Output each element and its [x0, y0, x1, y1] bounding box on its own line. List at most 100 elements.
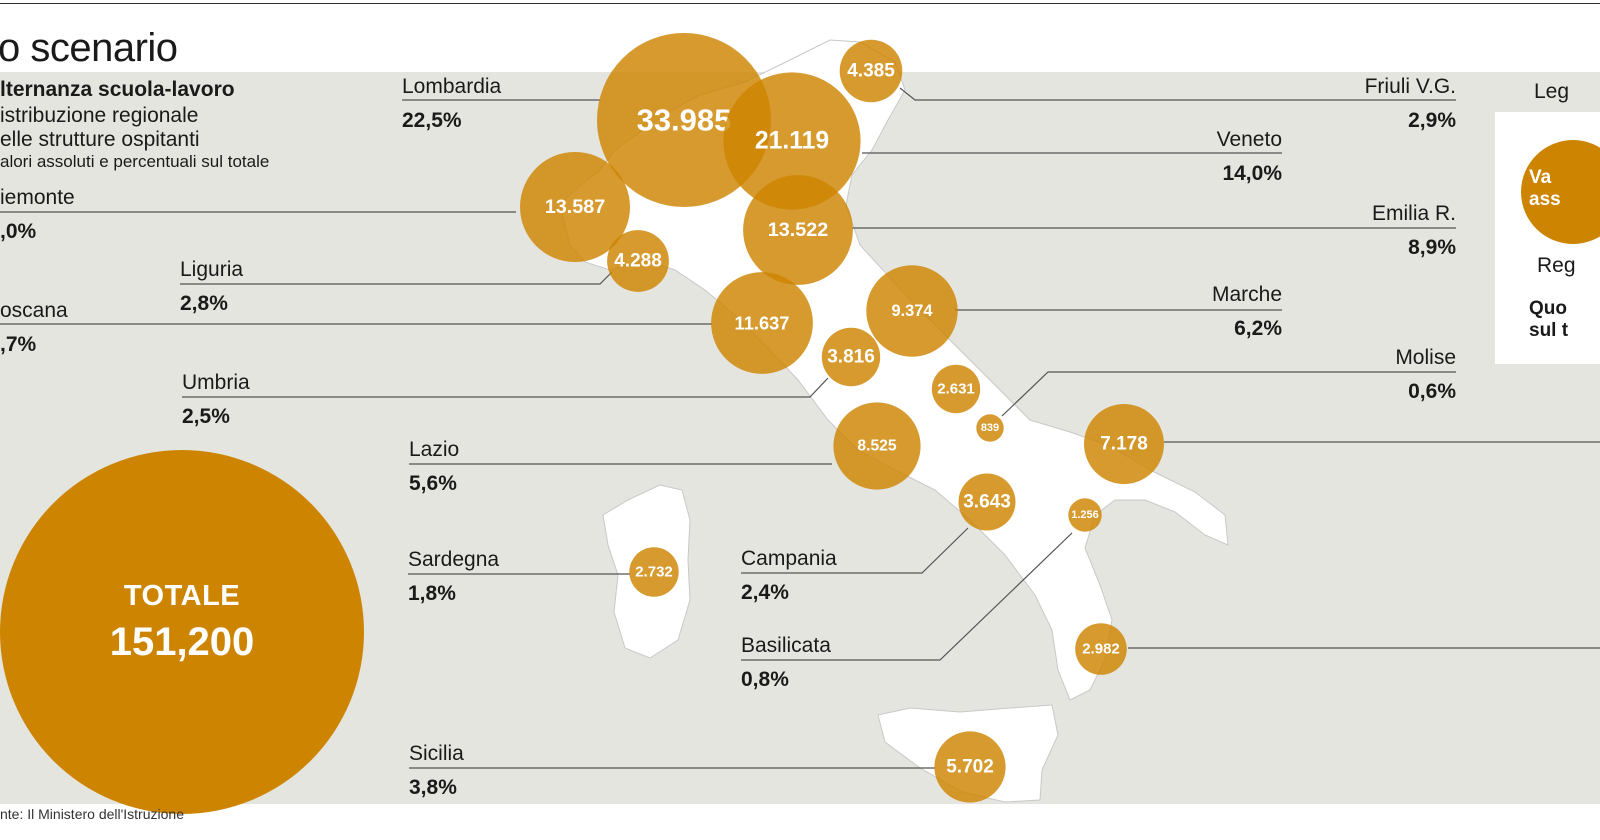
region-name-campania: Campania: [741, 547, 837, 570]
subtitle-line-3: elle strutture ospitanti: [0, 128, 200, 151]
total-circle: [0, 450, 364, 814]
total-bubble: TOTALE 151,200: [0, 450, 364, 814]
legend-bubble-line1: Va: [1529, 167, 1552, 188]
region-label-piemonte: iemonte ,0%: [0, 186, 75, 244]
bubble-value-veneto: 21.119: [755, 128, 829, 155]
leader-line-basilicata: [741, 532, 1073, 661]
bubble-lazio: [833, 402, 921, 490]
leader-line-friuli: [899, 87, 1456, 101]
region-label-liguria: Liguria 2,8%: [180, 258, 243, 316]
region-pct-molise: 0,6%: [1408, 380, 1456, 403]
region-name-basilicata: Basilicata: [741, 634, 831, 657]
region-pct-liguria: 2,8%: [180, 292, 228, 315]
region-label-veneto: Veneto 14,0%: [1217, 128, 1282, 186]
region-bubbles: 33.985 21.119 4.385 13.587 13.522 4.288 11.637…: [520, 33, 1164, 803]
region-pct-lombardia: 22,5%: [402, 109, 462, 132]
legend-bubble-text: Va ass: [1529, 167, 1561, 211]
bubble-abruzzo: [931, 364, 981, 414]
bubble-value-umbria: 3.816: [827, 347, 875, 368]
bubble-emilia: [743, 175, 853, 285]
region-label-molise: Molise 0,6%: [1395, 346, 1456, 404]
top-rule: [0, 3, 1600, 4]
region-label-sardegna: Sardegna 1,8%: [408, 548, 499, 606]
bubble-veneto: [723, 72, 861, 210]
leader-line-molise: [1001, 371, 1456, 417]
total-value: 151,200: [109, 620, 255, 664]
leader-line-umbria: [182, 377, 829, 398]
region-label-basilicata: Basilicata 0,8%: [741, 634, 831, 692]
subtitle-line-4: alori assoluti e percentuali sul totale: [0, 152, 270, 171]
leader-line-liguria: [180, 271, 613, 285]
region-pct-friuli: 2,9%: [1408, 109, 1456, 132]
bubble-value-campania: 3.643: [963, 492, 1011, 513]
region-pct-umbria: 2,5%: [182, 405, 230, 428]
bubble-sardegna: [629, 547, 679, 597]
bubble-basilicata: [1068, 498, 1102, 532]
legend-quota-line1: Quo: [1529, 298, 1567, 319]
bubble-value-friuli: 4.385: [847, 61, 895, 82]
bubble-value-liguria: 4.288: [614, 251, 662, 272]
legend-title: Leg: [1534, 80, 1570, 103]
bubble-value-piemonte: 13.587: [545, 196, 606, 218]
region-pct-sardegna: 1,8%: [408, 582, 456, 605]
region-label-toscana: oscana ,7%: [0, 299, 68, 357]
region-label-emilia: Emilia R. 8,9%: [1372, 202, 1456, 260]
bubble-value-sicilia: 5.702: [946, 757, 994, 778]
region-label-marche: Marche 6,2%: [1212, 283, 1282, 341]
total-label: TOTALE: [123, 580, 241, 612]
bubble-liguria: [607, 230, 669, 292]
region-name-lazio: Lazio: [409, 438, 460, 461]
bubble-value-puglia: 7.178: [1100, 434, 1148, 455]
bubble-value-calabria: 2.982: [1082, 641, 1120, 658]
bubble-umbria: [821, 327, 881, 387]
bubble-marche: [866, 265, 958, 357]
legend-quota-line2: sul t: [1529, 320, 1569, 341]
region-pct-basilicata: 0,8%: [741, 668, 789, 691]
region-name-marche: Marche: [1211, 283, 1282, 306]
region-label-friuli: Friuli V.G. 2,9%: [1365, 75, 1456, 133]
region-pct-veneto: 14,0%: [1222, 162, 1282, 185]
legend-quota: Quo sul t: [1529, 298, 1568, 342]
region-pct-piemonte: ,0%: [0, 220, 37, 243]
region-pct-campania: 2,4%: [741, 581, 789, 604]
region-pct-toscana: ,7%: [0, 333, 37, 356]
region-name-umbria: Umbria: [182, 371, 250, 394]
bubble-value-abruzzo: 2.631: [937, 381, 975, 398]
region-name-toscana: oscana: [0, 299, 68, 322]
bubble-campania: [958, 473, 1016, 531]
bubble-sicilia: [934, 731, 1006, 803]
bubble-toscana: [711, 272, 813, 374]
region-name-veneto: Veneto: [1216, 128, 1282, 151]
region-name-emilia: Emilia R.: [1371, 202, 1456, 225]
bubble-value-molise: 839: [981, 422, 999, 434]
region-pct-sicilia: 3,8%: [409, 776, 457, 799]
source-note: nte: Il Ministero dell'Istruzione: [0, 806, 184, 822]
bubble-value-toscana: 11.637: [735, 313, 790, 334]
bubble-value-lazio: 8.525: [857, 438, 897, 455]
region-name-sardegna: Sardegna: [408, 548, 500, 571]
region-label-campania: Campania 2,4%: [741, 547, 837, 605]
bubble-value-marche: 9.374: [891, 302, 933, 320]
region-label-lazio: Lazio 5,6%: [409, 438, 459, 496]
bubble-value-lombardia: 33.985: [637, 103, 732, 138]
region-pct-lazio: 5,6%: [409, 472, 457, 495]
bubble-value-sardegna: 2.732: [635, 564, 673, 581]
bubble-puglia: [1084, 404, 1164, 484]
legend-bubble: [1521, 140, 1600, 244]
region-name-molise: Molise: [1395, 346, 1456, 369]
region-label-umbria: Umbria 2,5%: [182, 371, 250, 429]
bubble-value-emilia: 13.522: [768, 219, 829, 241]
region-label-sicilia: Sicilia 3,8%: [409, 742, 464, 800]
region-name-friuli: Friuli V.G.: [1364, 75, 1456, 98]
bubble-calabria: [1075, 623, 1127, 675]
italy-mainland-shape: [559, 39, 1229, 701]
region-label-lombardia: Lombardia 22,5%: [402, 75, 501, 133]
region-name-liguria: Liguria: [180, 258, 244, 281]
bubble-molise: [976, 414, 1004, 442]
leader-lines: [0, 87, 1600, 769]
bubble-piemonte: [520, 152, 630, 262]
region-pct-marche: 6,2%: [1234, 317, 1282, 340]
region-name-piemonte: iemonte: [0, 186, 75, 209]
region-name-lombardia: Lombardia: [402, 75, 502, 98]
